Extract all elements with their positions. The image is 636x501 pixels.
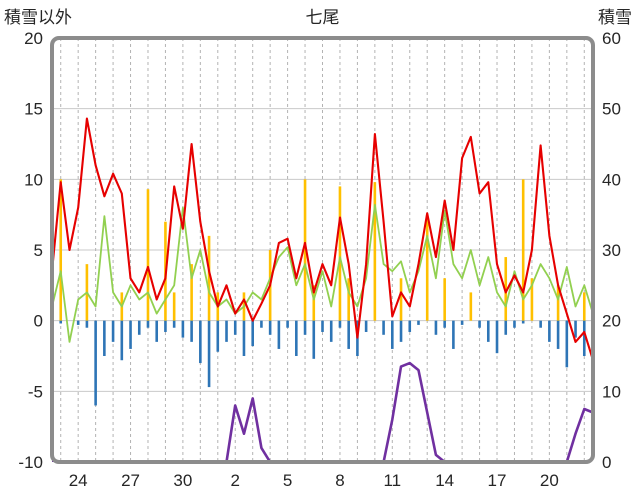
left-tick-label: -10 [18, 453, 43, 472]
left-tick-label: 0 [34, 312, 43, 331]
right-tick-label: 40 [602, 170, 621, 189]
x-tick-label: 20 [540, 471, 559, 490]
right-tick-label: 60 [602, 29, 621, 48]
right-tick-label: 50 [602, 100, 621, 119]
x-tick-label: 2 [231, 471, 240, 490]
left-tick-label: 20 [24, 29, 43, 48]
left-tick-label: 5 [34, 241, 43, 260]
left-axis-title: 積雪以外 [4, 8, 72, 27]
left-tick-label: 15 [24, 100, 43, 119]
x-tick-label: 5 [283, 471, 292, 490]
x-tick-label: 8 [335, 471, 344, 490]
right-axis-title: 積雪 [598, 8, 632, 27]
page-title: 七尾 [305, 8, 340, 27]
left-tick-label: 10 [24, 170, 43, 189]
x-tick-label: 14 [435, 471, 454, 490]
x-tick-label: 27 [121, 471, 140, 490]
left-tick-label: -5 [28, 382, 43, 401]
right-tick-label: 10 [602, 382, 621, 401]
right-tick-label: 30 [602, 241, 621, 260]
x-tick-label: 17 [488, 471, 507, 490]
right-tick-label: 20 [602, 312, 621, 331]
x-tick-label: 11 [383, 471, 401, 490]
x-tick-label: 24 [69, 471, 88, 490]
x-tick-label: 30 [173, 471, 192, 490]
right-tick-label: 0 [602, 453, 611, 472]
